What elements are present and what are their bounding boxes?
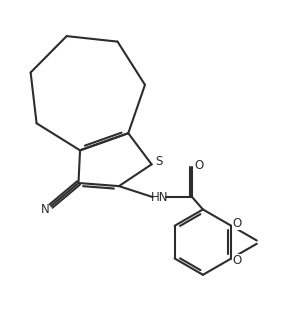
Text: N: N: [41, 203, 50, 216]
Text: O: O: [232, 255, 241, 268]
Text: O: O: [194, 159, 203, 172]
Text: O: O: [232, 217, 241, 230]
Text: HN: HN: [151, 191, 168, 203]
Text: S: S: [155, 155, 162, 168]
